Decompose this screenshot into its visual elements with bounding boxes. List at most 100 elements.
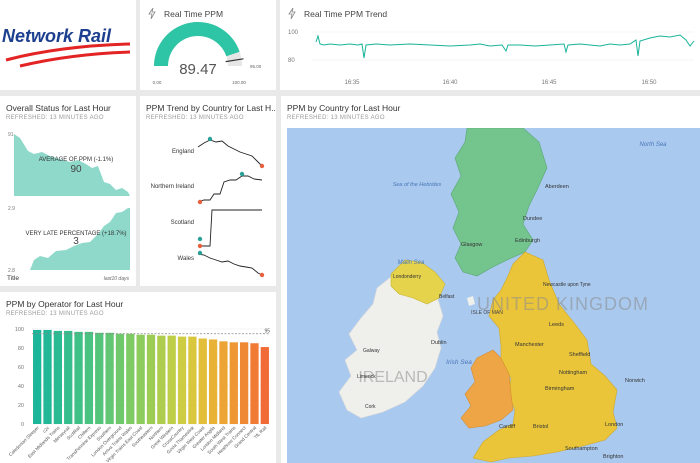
- trend-x-label-4: 16:50: [641, 80, 657, 86]
- wales-low-marker: [259, 272, 265, 278]
- country-trend-title: PPM Trend by Country for Last H...: [146, 103, 276, 113]
- ppm-gauge: 89.47 0.00 100.00 95.00: [153, 21, 262, 85]
- operator-tile[interactable]: PPM by Operator for Last Hour REFRESHED:…: [0, 292, 276, 463]
- map-label-sheffield: Sheffield: [569, 352, 590, 358]
- ni-low-marker: [197, 199, 203, 205]
- gauge-value: 89.47: [179, 61, 217, 78]
- operator-bar[interactable]: [219, 341, 228, 424]
- scotland-sparkline: [198, 209, 262, 247]
- ni-high-marker: [239, 171, 245, 177]
- ppm-area: [14, 134, 130, 196]
- ppm-caption: AVERAGE OF PPM (-1.1%): [39, 157, 114, 163]
- operator-bar[interactable]: [239, 342, 249, 424]
- map-label-edinburgh: Edinburgh: [515, 238, 540, 244]
- lightning-icon: [288, 8, 296, 19]
- scotland-low-marker: [197, 243, 203, 249]
- map-label-irish-sea: Irish Sea: [446, 359, 472, 366]
- overall-footer-right: last10 days: [104, 276, 130, 282]
- operator-bar[interactable]: [43, 329, 52, 424]
- op-y-label-40: 40: [18, 384, 24, 390]
- operator-bar[interactable]: [167, 335, 176, 424]
- operator-bar[interactable]: [53, 330, 63, 424]
- map-label-cork: Cork: [365, 404, 376, 410]
- country-label-wales: Wales: [178, 256, 194, 262]
- map-label-london: London: [605, 422, 623, 428]
- map-label-aberdeen: Aberdeen: [545, 184, 569, 190]
- operator-title: PPM by Operator for Last Hour: [6, 299, 124, 309]
- target-label: 95: [264, 328, 270, 334]
- operator-bar[interactable]: [157, 335, 166, 424]
- map-label-londonderry: Londonderry: [393, 274, 422, 280]
- country-trend-chart: England Northern Ireland Scotland Wales: [151, 136, 265, 278]
- logo-tile: Network Rail: [0, 0, 136, 90]
- operator-bar[interactable]: [198, 338, 207, 425]
- overall-footer-left: Title: [7, 275, 19, 282]
- scotland-high-marker: [197, 236, 203, 242]
- overall-status-charts: 91 AVERAGE OF PPM (-1.1%) 90 2.9 VERY LA…: [7, 132, 130, 282]
- map-label-belfast: Belfast: [439, 294, 455, 300]
- map-label-newcastle: Newcastle upon Tyne: [543, 282, 591, 288]
- operator-bar[interactable]: [115, 333, 125, 424]
- map-label-glasgow: Glasgow: [461, 242, 482, 248]
- operator-bar[interactable]: [105, 332, 114, 424]
- op-y-label-60: 60: [18, 365, 24, 371]
- op-y-label-80: 80: [18, 346, 24, 352]
- ppm-trend-tile[interactable]: Real Time PPM Trend 100 80 16:35 16:40 1…: [280, 0, 700, 90]
- operator-bar[interactable]: [146, 334, 156, 424]
- trend-line: [315, 34, 695, 59]
- country-label-northern-ireland: Northern Ireland: [151, 184, 194, 190]
- operator-bar[interactable]: [208, 339, 218, 424]
- map-label-nottingham: Nottingham: [559, 370, 588, 376]
- operator-refreshed: REFRESHED: 13 MINUTES AGO: [6, 311, 104, 317]
- operator-bar[interactable]: [84, 331, 94, 424]
- isle-of-man-region: [467, 296, 475, 306]
- late-caption: VERY LATE PERCENTAGE (+18.7%): [25, 231, 126, 237]
- trend-y-label-100: 100: [288, 30, 299, 36]
- map-label-dublin: Dublin: [431, 340, 447, 346]
- map-label-ireland: IRELAND: [358, 369, 427, 386]
- operator-bar[interactable]: [229, 342, 238, 424]
- map-title: PPM by Country for Last Hour: [287, 103, 401, 113]
- map-label-cardiff: Cardiff: [499, 424, 516, 430]
- operator-bar[interactable]: [188, 336, 197, 424]
- england-sparkline: [197, 139, 263, 167]
- england-low-marker: [259, 163, 265, 169]
- map-label-southampton: Southampton: [565, 446, 598, 452]
- country-trend-tile[interactable]: PPM Trend by Country for Last H... REFRE…: [140, 96, 276, 286]
- ni-sparkline: [197, 175, 263, 203]
- gauge-tile[interactable]: Real Time PPM 89.47 0.00 100.00 95.00: [140, 0, 276, 90]
- map-label-manchester: Manchester: [515, 342, 544, 348]
- map-label-isle-of-man: ISLE OF MAN: [471, 310, 503, 316]
- overall-refreshed: REFRESHED: 13 MINUTES AGO: [6, 115, 104, 121]
- operator-bar[interactable]: [64, 330, 73, 424]
- operator-bar[interactable]: [95, 332, 104, 424]
- operator-bar[interactable]: [177, 336, 187, 424]
- trend-x-label-2: 16:40: [442, 80, 458, 86]
- operator-label: c2c: [42, 425, 51, 434]
- logo-text: Network Rail: [2, 26, 112, 46]
- op-y-label-100: 100: [15, 327, 24, 333]
- operator-bar[interactable]: [136, 334, 145, 424]
- country-map-tile[interactable]: PPM by Country for Last Hour REFRESHED: …: [281, 96, 700, 463]
- operator-bar[interactable]: [260, 347, 269, 424]
- operator-bar-chart: 100 80 60 40 20 0 95 Caledonian Sleeper c…: [8, 327, 270, 463]
- country-map[interactable]: North Sea Sea of the Hebrides Malin Sea …: [287, 128, 700, 463]
- overall-title: Overall Status for Last Hour: [6, 103, 111, 113]
- overall-status-tile[interactable]: Overall Status for Last Hour REFRESHED: …: [0, 96, 136, 286]
- gauge-title: Real Time PPM: [164, 9, 224, 19]
- operator-bar[interactable]: [33, 329, 42, 424]
- map-label-brighton: Brighton: [603, 454, 624, 460]
- operator-bar[interactable]: [126, 333, 135, 424]
- map-label-north-sea: North Sea: [639, 142, 667, 148]
- gauge-target-marker: [225, 58, 244, 63]
- wales-sparkline: [197, 253, 263, 276]
- lightning-icon: [148, 8, 156, 19]
- late-value: 3: [73, 236, 79, 247]
- map-label-limerick: Limerick: [357, 374, 376, 380]
- operator-bar[interactable]: [250, 343, 259, 424]
- map-label-bristol: Bristol: [533, 424, 548, 430]
- country-label-scotland: Scotland: [171, 220, 194, 226]
- country-label-england: England: [172, 149, 194, 155]
- gauge-min-label: 0.00: [153, 80, 162, 85]
- operator-bar[interactable]: [74, 331, 83, 424]
